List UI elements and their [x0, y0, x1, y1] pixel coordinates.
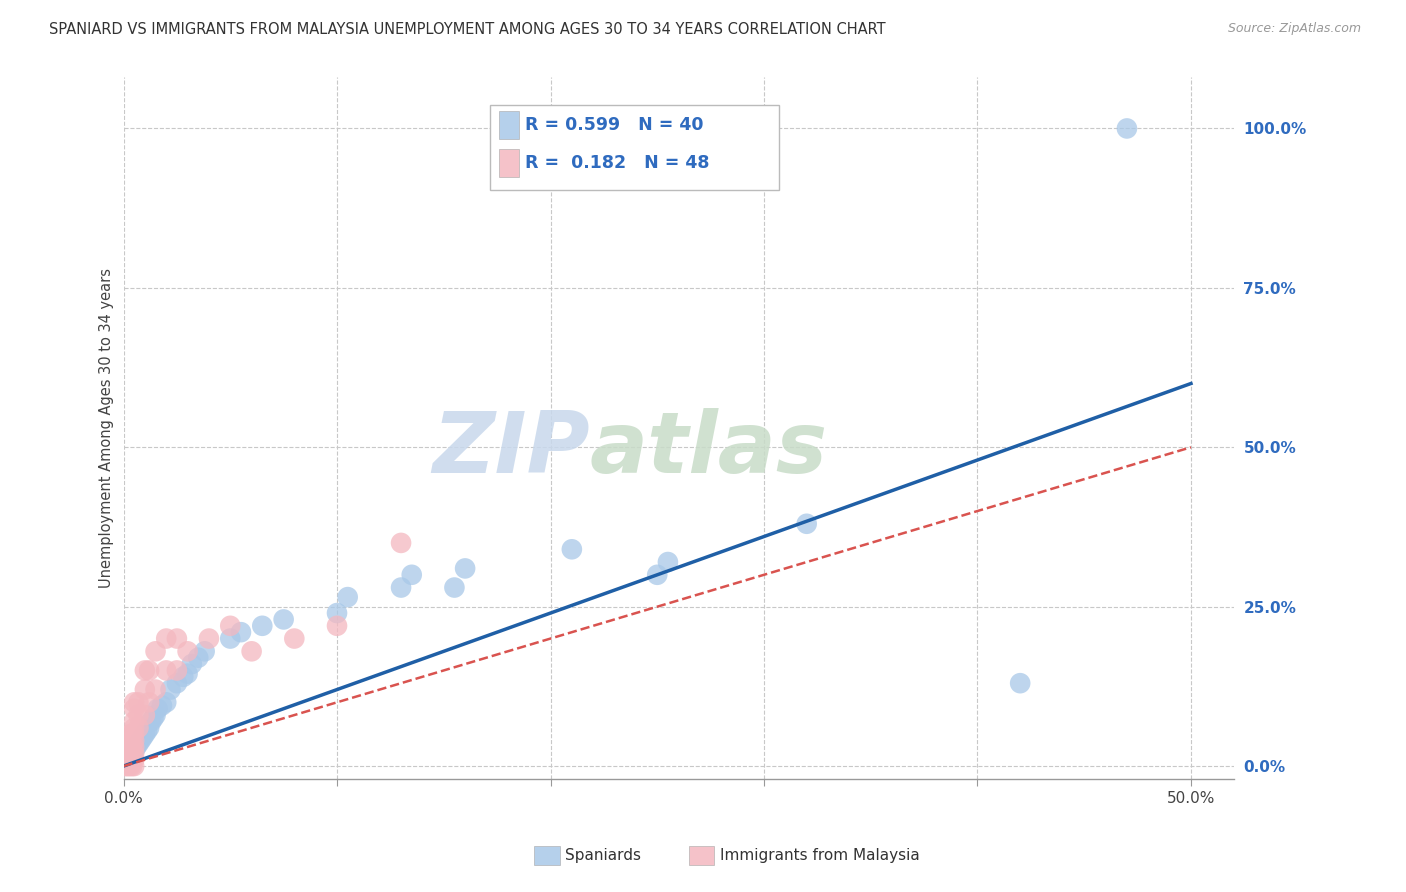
Point — [118, 727, 141, 741]
Point — [561, 542, 583, 557]
Point — [240, 644, 263, 658]
Point — [122, 759, 145, 773]
Point — [114, 759, 136, 773]
Point — [142, 711, 165, 725]
Point — [180, 657, 202, 671]
Point — [121, 747, 143, 761]
Point — [117, 753, 139, 767]
Point — [443, 581, 465, 595]
Point — [176, 666, 198, 681]
Point — [114, 753, 136, 767]
Point — [117, 747, 139, 761]
Point — [121, 753, 143, 767]
Point — [118, 749, 141, 764]
Text: Spaniards: Spaniards — [565, 848, 641, 863]
Point — [121, 727, 143, 741]
Point — [127, 737, 149, 751]
Point — [176, 644, 198, 658]
Point — [122, 695, 145, 709]
Point — [155, 695, 177, 709]
Point — [118, 747, 141, 761]
Point — [645, 567, 668, 582]
Point — [132, 731, 155, 745]
Point — [252, 619, 274, 633]
Point — [194, 644, 217, 658]
Point — [454, 561, 477, 575]
Y-axis label: Unemployment Among Ages 30 to 34 years: Unemployment Among Ages 30 to 34 years — [100, 268, 114, 588]
Point — [326, 606, 349, 620]
Point — [1116, 121, 1139, 136]
Point — [122, 753, 145, 767]
Point — [1010, 676, 1032, 690]
Point — [657, 555, 679, 569]
Point — [166, 676, 188, 690]
Point — [187, 650, 209, 665]
Point — [326, 619, 349, 633]
Point — [125, 739, 148, 754]
Point — [219, 632, 242, 646]
Point — [389, 581, 412, 595]
Point — [401, 567, 423, 582]
Text: SPANIARD VS IMMIGRANTS FROM MALAYSIA UNEMPLOYMENT AMONG AGES 30 TO 34 YEARS CORR: SPANIARD VS IMMIGRANTS FROM MALAYSIA UNE… — [49, 22, 886, 37]
Point — [114, 747, 136, 761]
Point — [145, 682, 167, 697]
Point — [141, 714, 163, 729]
Point — [166, 664, 188, 678]
Point — [122, 747, 145, 761]
Text: R =  0.182   N = 48: R = 0.182 N = 48 — [526, 154, 710, 172]
Point — [796, 516, 818, 531]
Point — [138, 664, 160, 678]
Point — [336, 590, 359, 604]
Point — [127, 695, 149, 709]
Point — [118, 753, 141, 767]
Point — [122, 739, 145, 754]
Point — [283, 632, 305, 646]
Point — [229, 625, 252, 640]
Point — [117, 753, 139, 767]
Point — [146, 702, 169, 716]
Text: Immigrants from Malaysia: Immigrants from Malaysia — [720, 848, 920, 863]
Point — [145, 644, 167, 658]
Point — [155, 632, 177, 646]
Point — [198, 632, 221, 646]
Point — [122, 733, 145, 747]
Point — [155, 664, 177, 678]
Point — [122, 702, 145, 716]
Point — [273, 612, 295, 626]
Point — [159, 682, 181, 697]
Point — [138, 721, 160, 735]
Point — [118, 759, 141, 773]
Point — [172, 670, 194, 684]
Point — [121, 739, 143, 754]
Point — [118, 733, 141, 747]
Point — [121, 759, 143, 773]
Point — [166, 632, 188, 646]
Point — [134, 727, 156, 741]
Point — [138, 695, 160, 709]
Point — [136, 724, 159, 739]
Point — [150, 698, 173, 713]
Point — [127, 708, 149, 723]
Point — [127, 721, 149, 735]
Text: R = 0.599   N = 40: R = 0.599 N = 40 — [526, 116, 704, 134]
Point — [145, 708, 167, 723]
Point — [122, 727, 145, 741]
Point — [389, 536, 412, 550]
Point — [122, 743, 145, 757]
Point — [117, 759, 139, 773]
Point — [134, 664, 156, 678]
Text: Source: ZipAtlas.com: Source: ZipAtlas.com — [1227, 22, 1361, 36]
Text: ZIP: ZIP — [432, 408, 589, 491]
Point — [122, 714, 145, 729]
Point — [122, 721, 145, 735]
Point — [134, 708, 156, 723]
Point — [129, 733, 152, 747]
Point — [117, 739, 139, 754]
Point — [134, 682, 156, 697]
Point — [219, 619, 242, 633]
Point — [118, 739, 141, 754]
Text: atlas: atlas — [589, 408, 828, 491]
